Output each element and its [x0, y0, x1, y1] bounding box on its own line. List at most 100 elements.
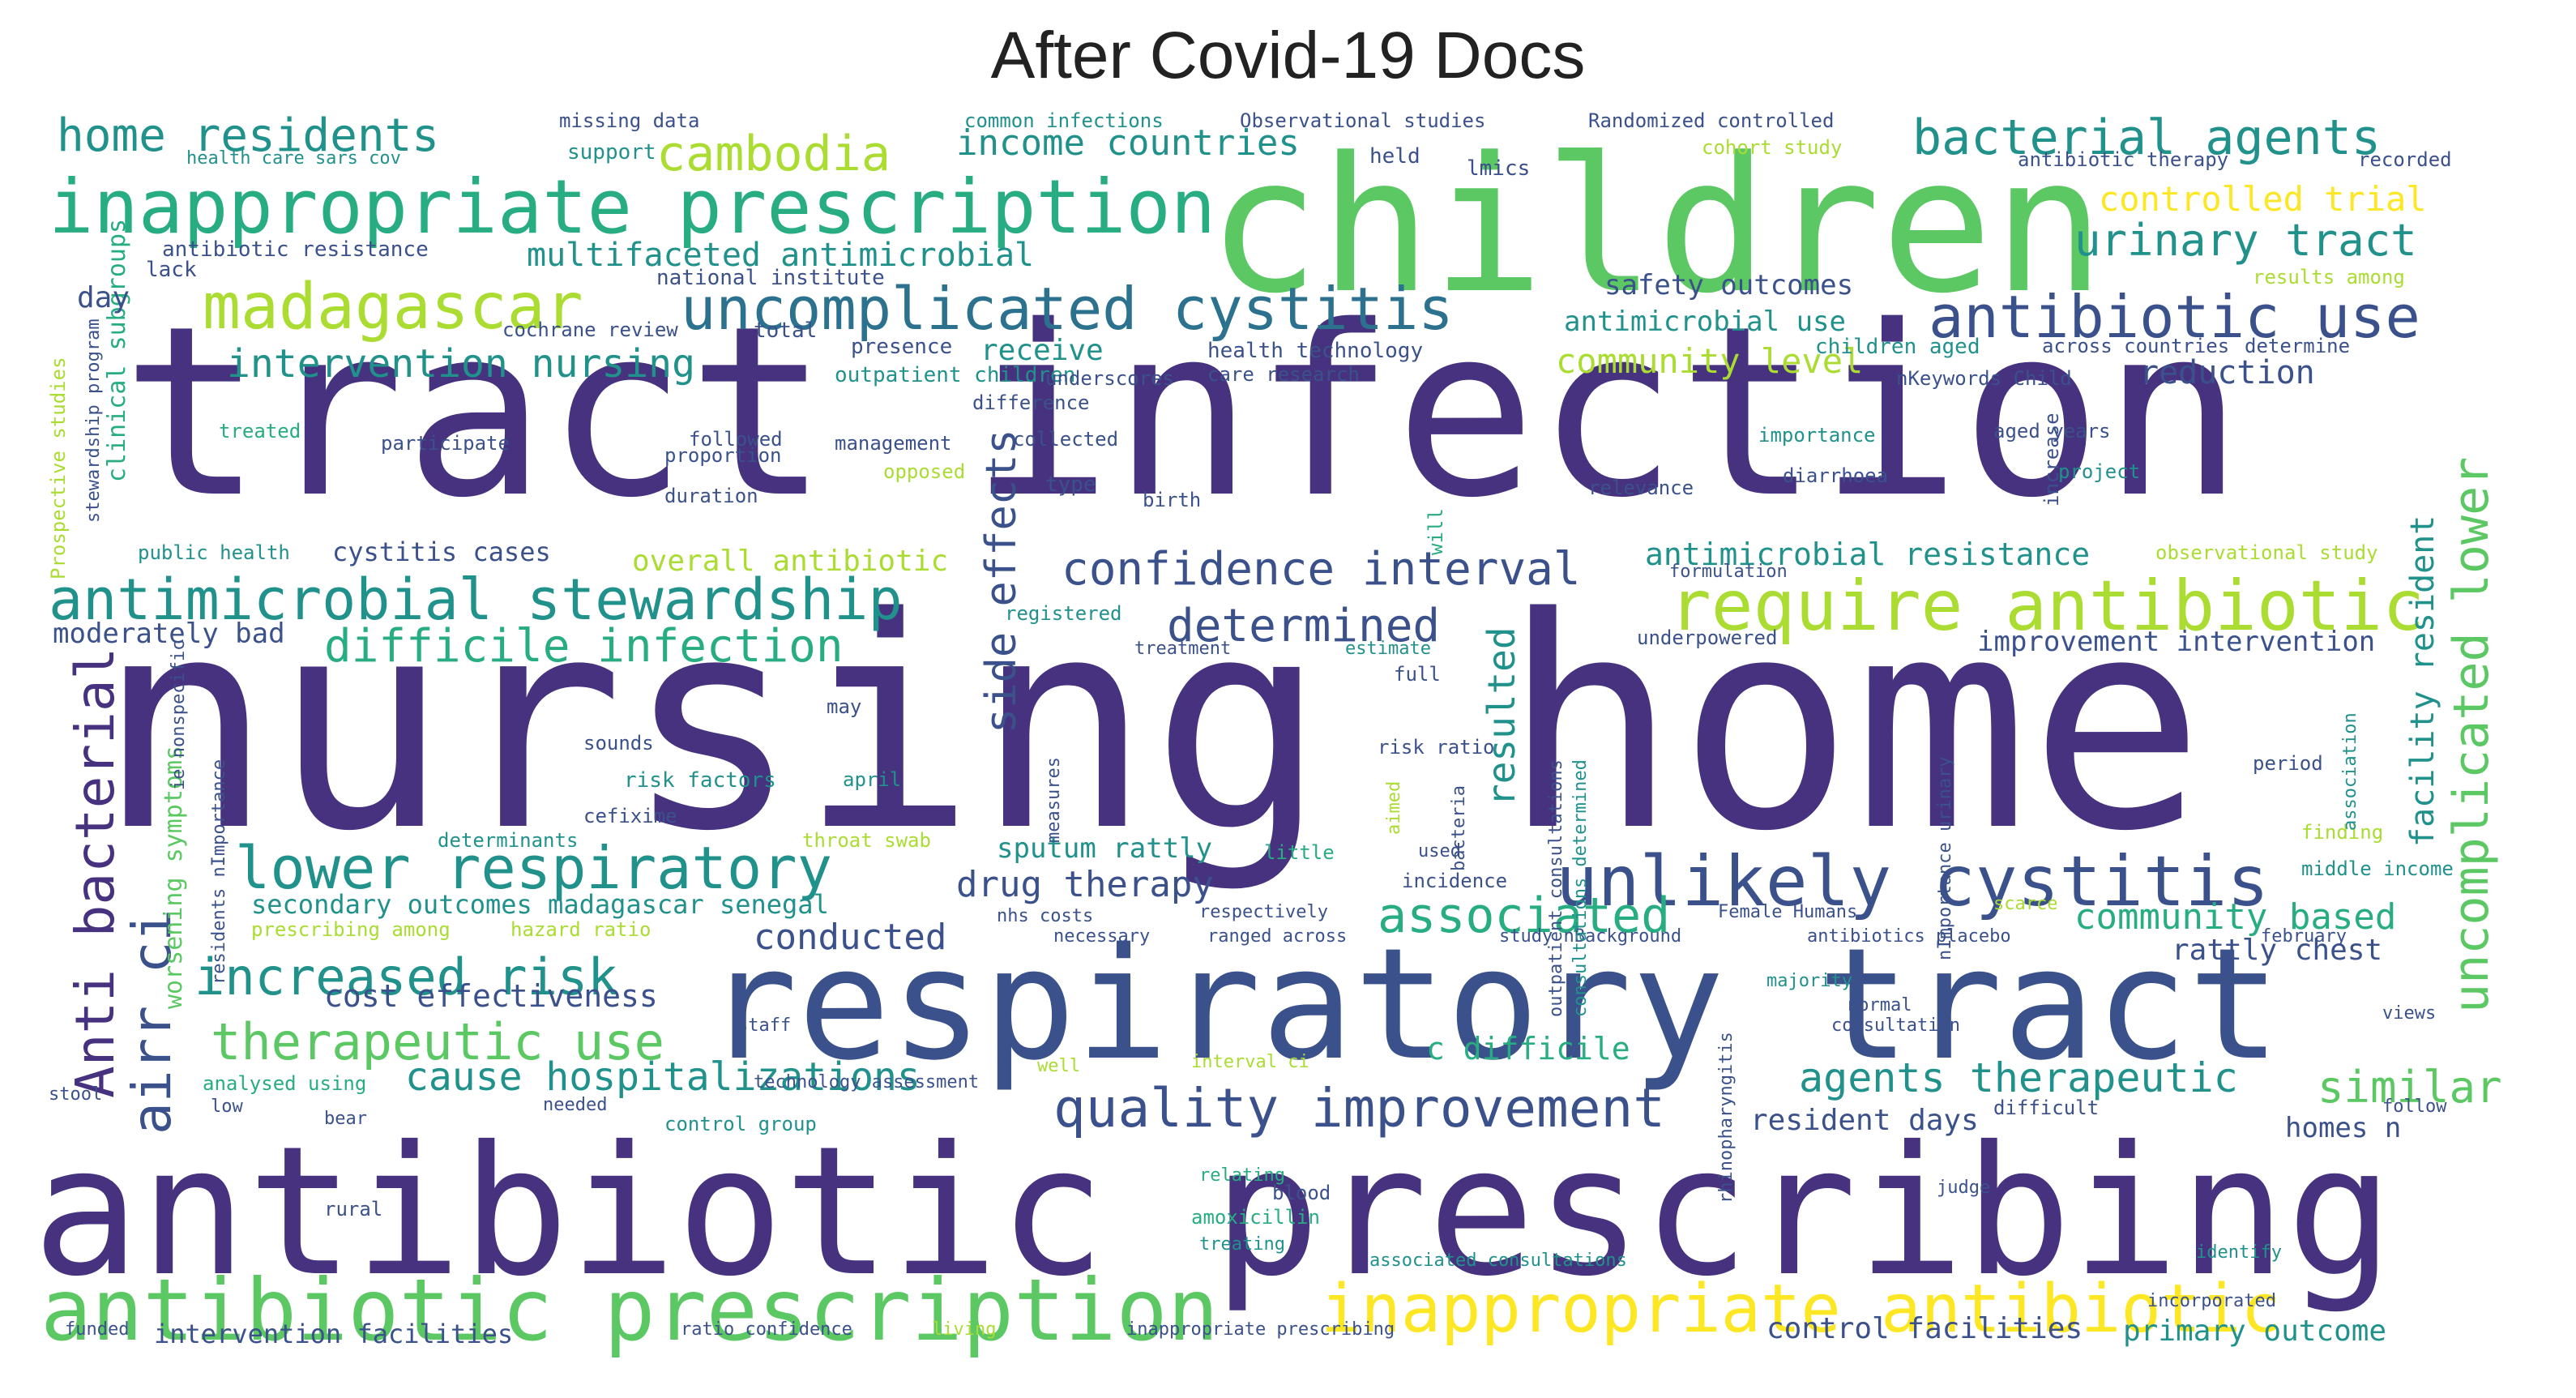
cloud-word: antibiotic therapy: [2018, 148, 2229, 171]
cloud-word: underscores: [1045, 367, 1174, 390]
cloud-word: bear: [324, 1109, 367, 1129]
cloud-word: residents nImportance: [209, 759, 229, 985]
cloud-word: Female Humans: [1718, 902, 1858, 922]
cloud-word: health technology: [1207, 339, 1424, 363]
cloud-word: uncomplicated lower: [2443, 456, 2500, 1013]
cloud-word: bacteria: [1449, 785, 1469, 871]
cloud-word: agents therapeutic: [1799, 1054, 2238, 1101]
cloud-word: control facilities: [1766, 1312, 2083, 1345]
cloud-word: lack: [146, 258, 197, 282]
cloud-word: may: [827, 695, 862, 718]
cloud-word: ie nonspecific: [169, 639, 189, 790]
cloud-word: antibiotic use: [1929, 283, 2420, 351]
cloud-word: antibiotic prescribing: [32, 1108, 2394, 1315]
cloud-word: nursing home: [97, 555, 2205, 895]
cloud-word: health care sars cov: [186, 148, 401, 169]
cloud-word: national institute: [656, 266, 885, 290]
cloud-word: cohort study: [1702, 136, 1843, 159]
cloud-word: home residents: [57, 109, 440, 162]
cloud-word: estimate: [1345, 639, 1431, 659]
cloud-word: side effects: [977, 429, 1026, 733]
cloud-word: relevance: [1588, 477, 1694, 499]
cloud-word: unlikely cystitis: [1556, 841, 2270, 922]
page-title: After Covid-19 Docs: [990, 19, 1586, 92]
cloud-word: measures: [1044, 757, 1064, 843]
cloud-word: reduction: [2139, 354, 2315, 391]
cloud-word: care research: [1207, 363, 1360, 386]
cloud-word: february: [2261, 926, 2347, 947]
cloud-word: lmics: [1467, 156, 1531, 181]
cloud-word: stewardship program: [83, 319, 104, 523]
cloud-word: income countries: [956, 122, 1300, 164]
cloud-word: improvement intervention: [1977, 626, 2376, 658]
cloud-word: association: [2340, 712, 2360, 831]
cloud-word: safety outcomes: [1604, 269, 1854, 301]
cloud-word: cystitis cases: [332, 537, 551, 567]
cloud-word: community level: [1556, 341, 1864, 381]
cloud-word: underpowered: [1637, 626, 1778, 649]
cloud-word: determinants: [438, 829, 579, 852]
cloud-word: nImportance urinary: [1935, 756, 1955, 960]
cloud-word: children: [1207, 118, 2105, 335]
cloud-word: determined: [1167, 600, 1441, 652]
cloud-word: needed: [543, 1095, 608, 1115]
cloud-word: blood: [1272, 1182, 1331, 1204]
cloud-word: registered: [1005, 602, 1122, 625]
cloud-word: middle income: [2301, 857, 2454, 880]
cloud-word: majority: [1766, 971, 1852, 991]
cloud-word: common infections: [964, 109, 1164, 132]
cloud-word: aged years: [1993, 420, 2111, 442]
cloud-word: incorporated: [2147, 1291, 2276, 1311]
cloud-word: follow: [2382, 1097, 2447, 1117]
cloud-word: facility resident: [2404, 515, 2441, 847]
cloud-word: duration: [664, 485, 758, 507]
cloud-word: technology assessment: [754, 1072, 980, 1092]
cloud-word: urinary tract: [2074, 215, 2417, 266]
cloud-word: cefixime: [583, 805, 677, 827]
cloud-word: amoxicillin: [1191, 1206, 1320, 1229]
cloud-word: children aged: [1815, 335, 1980, 359]
cloud-word: antimicrobial stewardship: [49, 566, 903, 633]
cloud-word: aimed: [1384, 780, 1404, 835]
cloud-word: participate: [381, 432, 510, 455]
cloud-word: will: [1425, 508, 1447, 555]
cloud-word: receive: [980, 334, 1104, 367]
cloud-word: risk factors: [624, 768, 776, 793]
cloud-word: drug therapy: [956, 864, 1214, 905]
cloud-word: antimicrobial use: [1564, 306, 1846, 338]
cloud-word: throat swab: [802, 829, 931, 852]
cloud-word: nKeywords Child: [1896, 367, 2072, 390]
cloud-word: treatment: [1134, 639, 1232, 659]
cloud-word: birth: [1143, 489, 1202, 511]
cloud-word: conducted: [754, 917, 947, 958]
cloud-word: ranged across: [1207, 926, 1348, 947]
cloud-word: moderately bad: [53, 618, 285, 650]
cloud-word: resulted: [1480, 626, 1523, 806]
cloud-word: held: [1369, 144, 1420, 169]
cloud-word: cost effectiveness: [324, 978, 658, 1014]
cloud-word: outpatient consultations: [1546, 759, 1566, 1017]
cloud-word: clinical subgroups: [103, 218, 131, 482]
cloud-word: little: [1264, 841, 1335, 864]
cloud-word: intervention facilities: [154, 1319, 514, 1349]
cloud-word: low: [211, 1097, 243, 1117]
cloud-word: study nBackground: [1499, 926, 1682, 947]
cloud-word: Prospective studies: [47, 357, 70, 579]
cloud-word: sputum rattly: [997, 832, 1213, 865]
cloud-word: treating: [1199, 1234, 1285, 1255]
cloud-word: increased risk: [194, 947, 618, 1007]
cloud-word: analysed using: [203, 1072, 367, 1095]
cloud-word: judge: [1937, 1178, 1991, 1198]
cloud-word: opposed: [883, 460, 966, 483]
cloud-word: inappropriate antibiotic: [1321, 1271, 2281, 1348]
cloud-word: used: [1418, 841, 1461, 861]
cloud-word: type: [1045, 472, 1096, 497]
cloud-word: respectively: [1199, 902, 1328, 922]
cloud-word: stool: [49, 1084, 103, 1105]
cloud-word: interval ci: [1191, 1052, 1309, 1072]
cloud-word: normal: [1848, 995, 1912, 1015]
cloud-word: overall antibiotic: [632, 545, 949, 578]
cloud-word: prescribing among: [251, 918, 451, 941]
cloud-word: well: [1037, 1056, 1080, 1076]
cloud-word: Observational studies: [1240, 109, 1486, 132]
